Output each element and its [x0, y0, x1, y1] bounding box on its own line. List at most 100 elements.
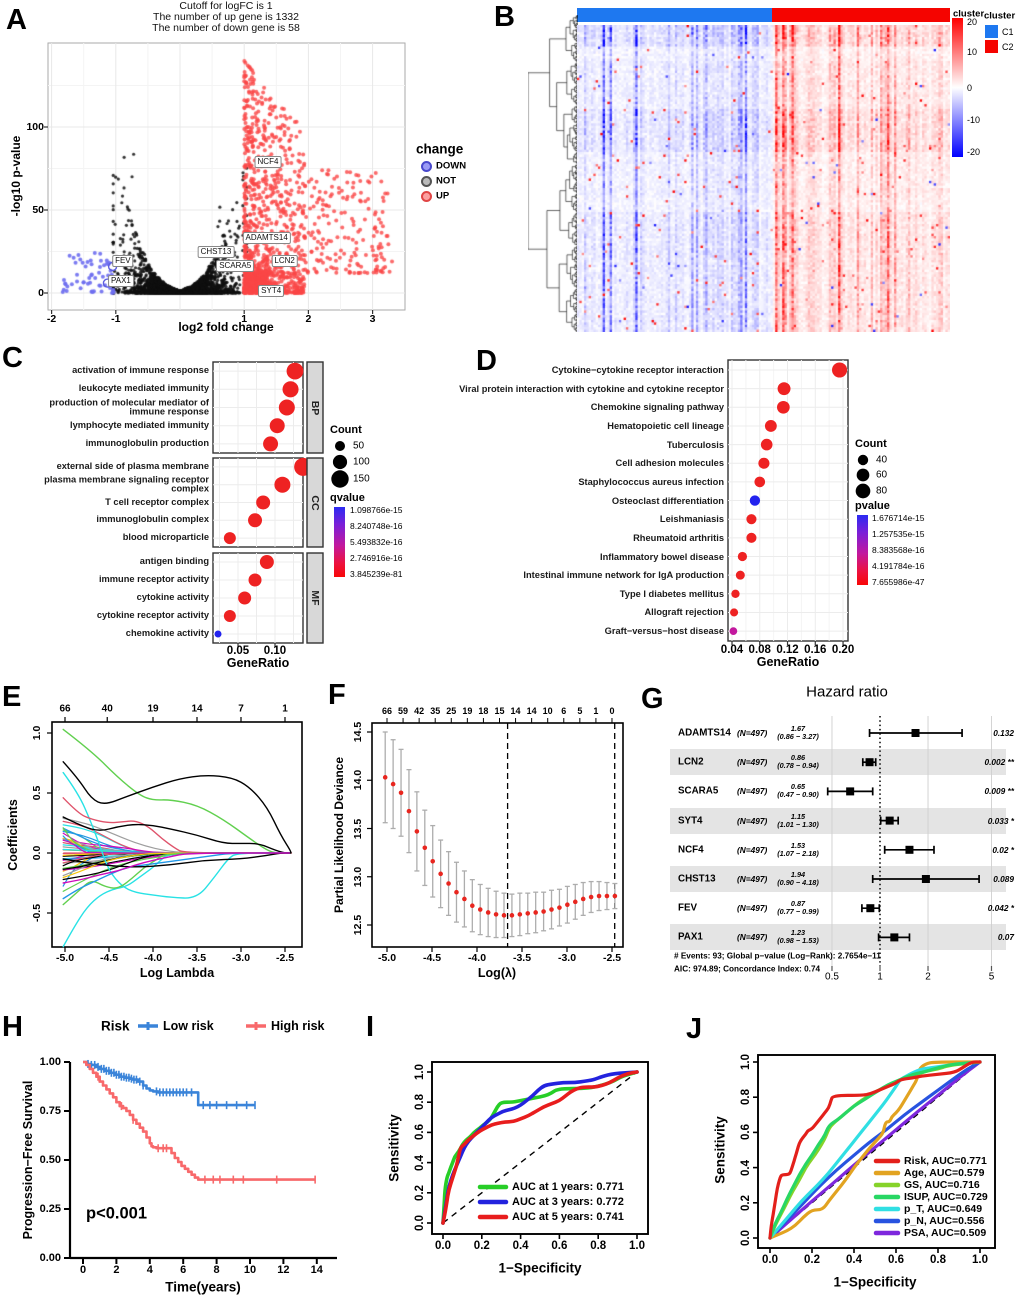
roc-legend-label: AUC at 1 years: 0.771: [512, 1181, 624, 1193]
panel-J-letter: J: [686, 1013, 703, 1045]
volcano-legend-label: DOWN: [436, 160, 467, 172]
forest-gene-label: LCN2: [678, 756, 704, 768]
lasso-y-tick: 0.5: [31, 785, 43, 801]
kegg-pvalue-label: 4.191784e-16: [872, 561, 925, 571]
roc-x-tick: 0.0: [435, 1240, 451, 1252]
roc-legend-label: GS, AUC=0.716: [904, 1179, 980, 1191]
gene-label-SCARA5: SCARA5: [216, 260, 255, 273]
kegg-count-legend-value: 40: [876, 454, 888, 466]
forest-x-tick: 1: [877, 971, 883, 983]
facet-strip-CC: CC: [309, 494, 321, 511]
roc-x-tick: 0.4: [512, 1240, 529, 1252]
forest-x-tick: 5: [988, 971, 995, 983]
lasso-svg: [47, 717, 303, 952]
volcano-y-tick: 50: [32, 204, 44, 216]
cv-y-axis-label: Partial Likelihood Deviance: [332, 756, 346, 914]
volcano-x-tick: 1: [241, 313, 248, 325]
kegg-term-label: Osteoclast differentiation: [611, 495, 724, 506]
roc-svg: [427, 1061, 649, 1239]
cv-y-tick: 14.5: [352, 721, 364, 743]
forest-hr-label: 1.67 (0.86 − 3.27): [777, 724, 819, 741]
roc-legend-label: Age, AUC=0.579: [904, 1167, 985, 1179]
kegg-pvalue-colorbar: [857, 515, 868, 585]
roc-y-tick: 0.4: [414, 1154, 426, 1171]
go-qvalue-colorbar: [334, 507, 345, 577]
panel-G-letter: G: [641, 683, 664, 715]
kegg-term-label: Allograft rejection: [644, 607, 724, 618]
volcano-title-line: Cutoff for logFC is 1: [179, 0, 273, 12]
kegg-x-axis-label: GeneRatio: [756, 655, 820, 669]
go-term-label: antigen binding: [139, 556, 209, 567]
roc-svg: [753, 1054, 996, 1253]
panel-kegg-dotplot: Cytokine−cytokine receptor interaction Vi…: [400, 340, 1020, 680]
roc-y-tick: 0.0: [414, 1215, 426, 1231]
roc-x-tick: 0.8: [930, 1254, 946, 1266]
forest-p-label: 0.07: [997, 932, 1014, 943]
lasso-top-axis-label: 14: [191, 703, 203, 715]
forest-n-label: (N=497): [737, 728, 768, 738]
cv-x-tick: -5.0: [377, 952, 397, 964]
kegg-pvalue-legend-title: pvalue: [855, 500, 890, 512]
colorbar-tick: -10: [967, 115, 981, 125]
gene-label-SYT4: SYT4: [258, 284, 285, 297]
volcano-legend-title: change: [416, 141, 464, 157]
roc-y-tick: 1.0: [414, 1064, 426, 1080]
go-term-label: external side of plasma membrane: [56, 461, 209, 472]
volcano-title-line: The number of down gene is 58: [152, 22, 300, 34]
kegg-term-label: Chemokine signaling pathway: [590, 402, 724, 413]
roc-x-tick: 0.2: [804, 1254, 820, 1266]
forest-hr-label: 1.94 (0.90 − 4.18): [777, 870, 819, 887]
forest-n-label: (N=497): [737, 815, 768, 826]
legend-dot-not: [421, 176, 432, 187]
colorbar-tick: -20: [967, 147, 981, 157]
cv-svg: [367, 718, 624, 952]
cv-top-axis-label: 15: [494, 706, 505, 716]
lasso-top-axis-label: 1: [282, 703, 288, 715]
forest-p-label: 0.009 **: [984, 786, 1014, 797]
roc-y-axis-label: Sensitivity: [712, 1116, 728, 1184]
cv-x-tick: -2.5: [602, 952, 622, 964]
kegg-term-label: Rheumatoid arthritis: [633, 532, 724, 543]
panel-cv-deviance: 66 59 42 35 25 19 18 15 14 14 10 6 5 1 0 -5.0 -4.5 -4.0 -3…: [330, 680, 660, 1010]
km-x-axis-label: Time(years): [165, 1279, 241, 1295]
forest-hr-label: 1.15 (1.01 − 1.30): [777, 811, 819, 829]
facet-strip-BP: BP: [309, 400, 321, 415]
cv-x-tick: -4.5: [422, 952, 442, 964]
forest-hr-label: 0.86 (0.78 − 0.94): [777, 753, 819, 771]
kegg-x-tick: 0.08: [748, 644, 771, 656]
forest-hr-label: 0.65 (0.47 − 0.90): [777, 782, 819, 800]
forest-gene-label: SYT4: [678, 815, 703, 827]
kegg-count-legend-value: 80: [876, 485, 888, 497]
km-x-tick: 6: [180, 1264, 187, 1276]
panel-roc-years: 0.0 0.0 0.2 0.2 0.4 0.4 0.6 0.6 0.8 0.8 1.0 1.0 1−Sp…: [340, 1010, 680, 1307]
roc-y-tick: 0.6: [414, 1124, 426, 1141]
roc-x-tick: 0.6: [888, 1254, 904, 1266]
go-term-label: activation of immune response: [72, 365, 209, 376]
forest-svg: [826, 716, 993, 971]
panel-forest-plot: Hazard ratio 0.5 1 2 5 ADAMTS14 (N=497) 1.67 (0…: [640, 680, 1020, 1010]
panel-F-letter: F: [328, 679, 346, 711]
cluster-legend-title: cluster: [984, 10, 1016, 22]
kegg-pvalue-label: 8.383568e-16: [872, 545, 925, 555]
lasso-y-axis-label: Coefficients: [6, 799, 20, 871]
km-svg: [64, 1022, 337, 1264]
kegg-term-label: Viral protein interaction with cytokine …: [459, 383, 724, 394]
forest-p-label: 0.042 *: [987, 903, 1014, 914]
roc-y-tick: 0.8: [740, 1089, 752, 1106]
forest-footer-1: # Events: 93; Global p−value (Log−Rank):…: [674, 951, 881, 961]
roc-legend-label: p_T, AUC=0.649: [904, 1203, 983, 1215]
km-y-tick: 1.00: [39, 1056, 61, 1068]
roc-legend-label: AUC at 5 years: 0.741: [512, 1211, 624, 1223]
forest-p-label: 0.02 *: [992, 844, 1014, 855]
go-x-tick: 0.05: [226, 645, 250, 657]
volcano-y-tick: 0: [38, 287, 44, 299]
roc-y-axis-label: Sensitivity: [386, 1113, 402, 1182]
panel-volcano: Cutoff for logFC is 1 The number of up ge…: [0, 0, 510, 340]
kegg-term-label: Graft−versus−host disease: [604, 626, 724, 637]
forest-hr-label: 1.23 (0.98 − 1.53): [777, 928, 819, 946]
cv-top-axis-label: 59: [398, 706, 409, 716]
panel-E-letter: E: [2, 681, 22, 713]
cv-top-axis-label: 18: [478, 706, 489, 716]
roc-x-tick: 0.2: [473, 1240, 490, 1252]
go-term-label: production of molecular mediator of immu…: [49, 396, 209, 417]
